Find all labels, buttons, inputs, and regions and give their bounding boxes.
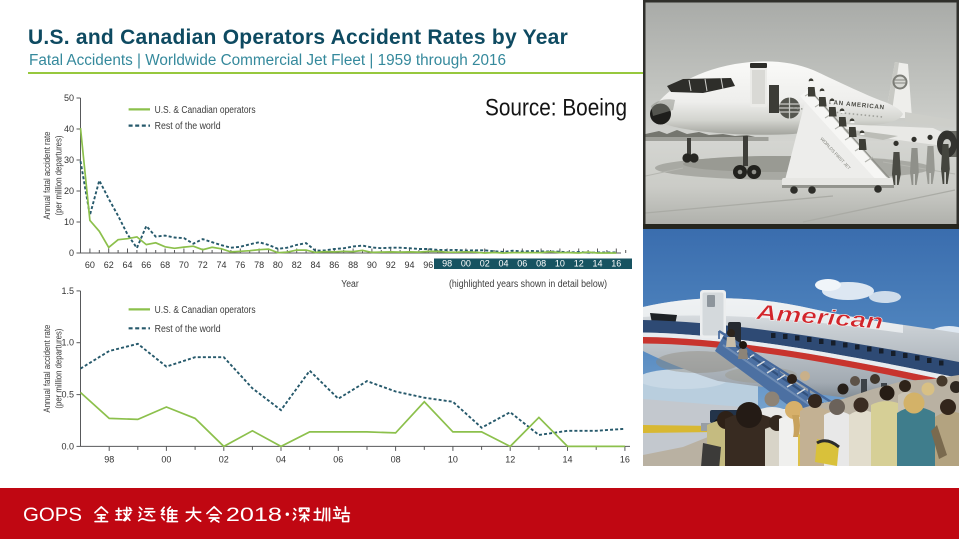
svg-text:0.5: 0.5 (61, 390, 74, 400)
svg-text:Year: Year (341, 279, 359, 290)
svg-text:00: 00 (161, 455, 171, 465)
svg-text:20: 20 (64, 186, 74, 196)
svg-text:04: 04 (276, 455, 286, 465)
svg-text:06: 06 (333, 455, 343, 465)
svg-text:98: 98 (104, 455, 114, 465)
svg-text:1.0: 1.0 (61, 338, 74, 348)
svg-text:50: 50 (64, 93, 74, 103)
svg-text:08: 08 (536, 259, 546, 269)
svg-text:62: 62 (104, 260, 114, 270)
svg-text:60: 60 (85, 260, 95, 270)
svg-text:12: 12 (574, 259, 584, 269)
svg-text:16: 16 (611, 259, 621, 269)
svg-text:10: 10 (64, 217, 74, 227)
svg-text:Rest of the world: Rest of the world (155, 121, 221, 132)
svg-text:0.0: 0.0 (61, 441, 74, 451)
svg-text:U.S. & Canadian operators: U.S. & Canadian operators (155, 305, 256, 316)
svg-text:74: 74 (216, 260, 226, 270)
svg-text:0: 0 (69, 248, 74, 258)
svg-text:80: 80 (273, 260, 283, 270)
svg-text:88: 88 (348, 260, 358, 270)
svg-text:GOPS: GOPS (23, 504, 82, 526)
svg-text:98: 98 (442, 259, 452, 269)
svg-text:(highlighted years shown in de: (highlighted years shown in detail below… (449, 279, 607, 290)
svg-text:08: 08 (391, 455, 401, 465)
svg-text:02: 02 (219, 455, 229, 465)
svg-text:72: 72 (198, 260, 208, 270)
svg-text:14: 14 (592, 259, 602, 269)
svg-text:02: 02 (480, 259, 490, 269)
svg-text:82: 82 (292, 260, 302, 270)
svg-text:Rest of the world: Rest of the world (155, 324, 221, 335)
svg-text:96: 96 (423, 260, 433, 270)
svg-text:94: 94 (404, 260, 414, 270)
svg-text:U.S. & Canadian operators: U.S. & Canadian operators (155, 105, 256, 116)
svg-text:Annual fatal accident rate: Annual fatal accident rate (42, 325, 52, 413)
svg-text:76: 76 (235, 260, 245, 270)
svg-text:90: 90 (367, 260, 377, 270)
svg-text:Annual fatal accident rate: Annual fatal accident rate (42, 132, 52, 220)
svg-text:1.5: 1.5 (61, 286, 74, 296)
svg-text:66: 66 (141, 260, 151, 270)
svg-text:68: 68 (160, 260, 170, 270)
svg-text:84: 84 (310, 260, 320, 270)
svg-text:(per million departures): (per million departures) (54, 329, 64, 409)
svg-text:06: 06 (517, 259, 527, 269)
svg-text:10: 10 (448, 455, 458, 465)
svg-text:10: 10 (555, 259, 565, 269)
svg-text:64: 64 (122, 260, 132, 270)
svg-text:14: 14 (562, 455, 572, 465)
svg-text:12: 12 (505, 455, 515, 465)
svg-text:70: 70 (179, 260, 189, 270)
svg-text:Source: Boeing: Source: Boeing (485, 95, 627, 122)
svg-text:30: 30 (64, 155, 74, 165)
svg-text:(per million departures): (per million departures) (54, 136, 64, 216)
svg-text:78: 78 (254, 260, 264, 270)
svg-text:00: 00 (461, 259, 471, 269)
svg-text:86: 86 (329, 260, 339, 270)
svg-text:16: 16 (620, 455, 630, 465)
svg-text:40: 40 (64, 124, 74, 134)
svg-text:92: 92 (386, 260, 396, 270)
svg-text:04: 04 (498, 259, 508, 269)
svg-text:2018: 2018 (226, 504, 282, 526)
